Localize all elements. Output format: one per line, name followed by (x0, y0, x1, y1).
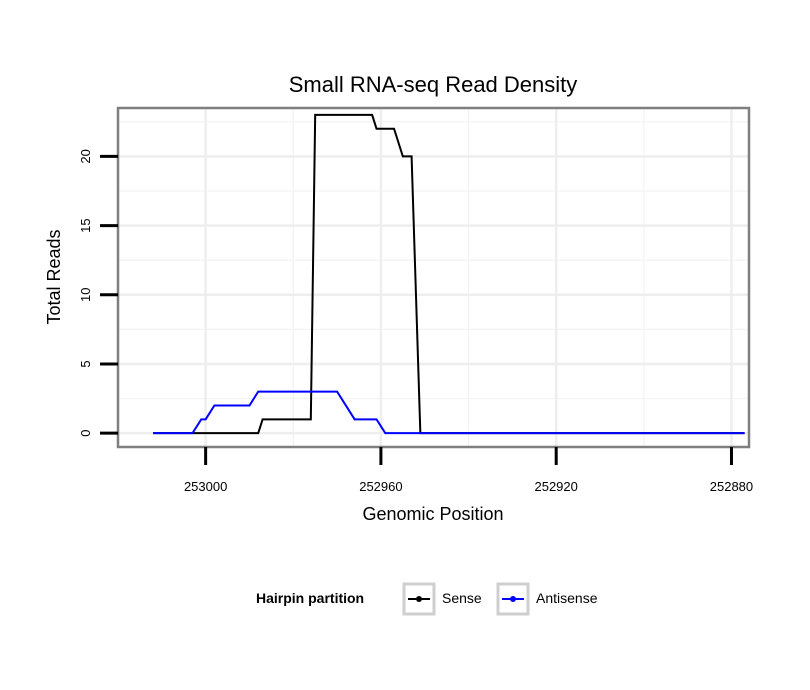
legend-key-point-sense (416, 596, 422, 602)
y-tick-label: 10 (78, 288, 93, 302)
y-axis-label: Total Reads (44, 229, 64, 324)
x-axis-label: Genomic Position (362, 504, 503, 524)
chart-title: Small RNA-seq Read Density (289, 72, 578, 97)
y-tick-label: 20 (78, 149, 93, 163)
x-tick-label: 252880 (710, 479, 753, 494)
y-tick-label: 15 (78, 218, 93, 232)
legend-key-point-antisense (510, 596, 516, 602)
plot-border (116, 106, 751, 449)
legend-title: Hairpin partition (256, 590, 364, 606)
legend: Hairpin partition Sense Antisense (256, 582, 598, 616)
series-line-sense (153, 113, 745, 435)
y-tick-label: 0 (78, 430, 93, 437)
series-line-antisense (153, 390, 745, 435)
plot-background (118, 108, 749, 447)
y-tick-label: 5 (78, 360, 93, 367)
x-tick-label: 252960 (359, 479, 402, 494)
x-tick-label: 253000 (184, 479, 227, 494)
x-tick-label: 252920 (534, 479, 577, 494)
plot-area: 0 5 10 15 20 253000 252960 252920 252880 (78, 106, 753, 494)
legend-label-antisense: Antisense (536, 590, 598, 606)
legend-label-sense: Sense (442, 590, 482, 606)
